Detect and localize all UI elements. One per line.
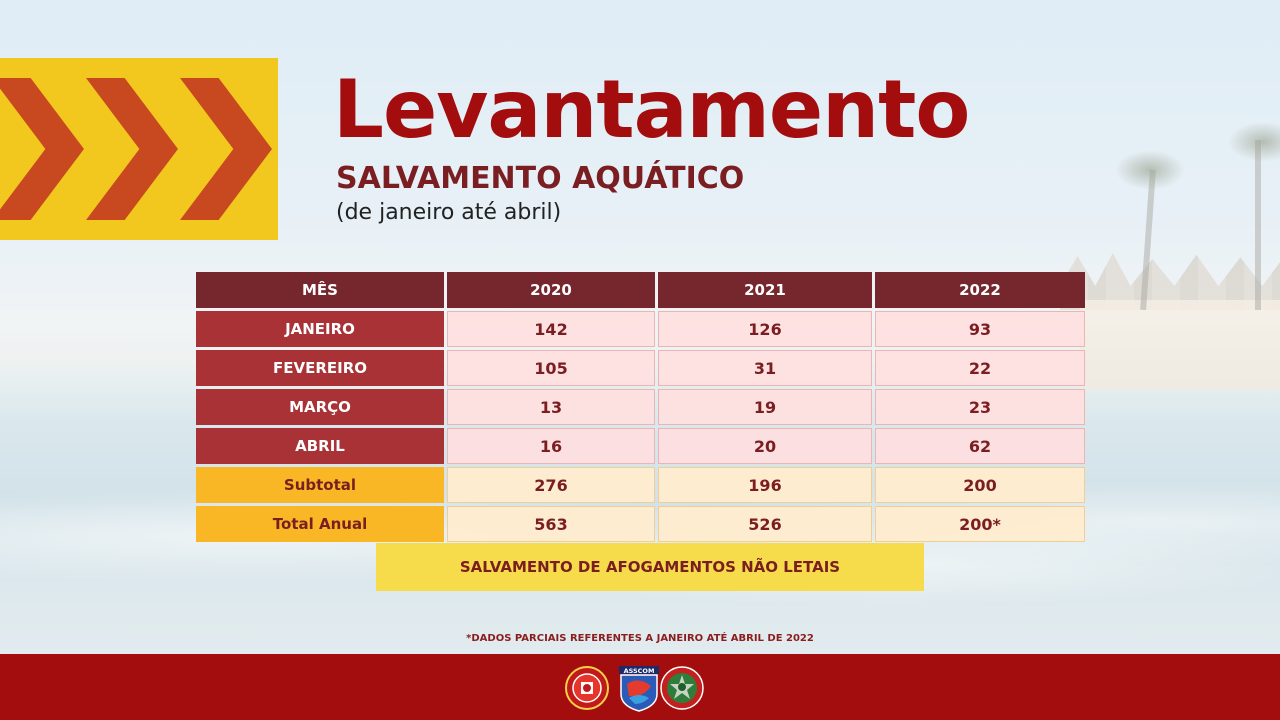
column-header-month: MÊS (196, 272, 444, 308)
total-cell: 563 (447, 506, 655, 542)
row-label-marco: MARÇO (196, 389, 444, 425)
row-label-subtotal: Subtotal (196, 467, 444, 503)
caption-text: SALVAMENTO DE AFOGAMENTOS NÃO LETAIS (459, 558, 841, 576)
caption-banner: SALVAMENTO DE AFOGAMENTOS NÃO LETAIS (376, 543, 924, 591)
bombeiros-star-badge-icon (660, 666, 704, 710)
background-sand (1080, 300, 1280, 390)
chevron-banner (0, 58, 278, 240)
table-cell: 23 (875, 389, 1085, 425)
column-header-2022: 2022 (875, 272, 1085, 308)
table-cell: 20 (658, 428, 872, 464)
table-cell: 13 (447, 389, 655, 425)
asscom-shield-icon: ASSCOM (619, 666, 659, 712)
table-cell: 142 (447, 311, 655, 347)
page-subtitle: SALVAMENTO AQUÁTICO (336, 161, 745, 196)
chevron-icon (180, 78, 272, 220)
subtotal-cell: 200 (875, 467, 1085, 503)
footnote: *DADOS PARCIAIS REFERENTES A JANEIRO ATÉ… (466, 633, 814, 644)
row-label-abril: ABRIL (196, 428, 444, 464)
table-cell: 16 (447, 428, 655, 464)
total-cell: 200* (875, 506, 1085, 542)
period-label: (de janeiro até abril) (336, 200, 562, 225)
row-label-fevereiro: FEVEREIRO (196, 350, 444, 386)
total-cell: 526 (658, 506, 872, 542)
table-cell: 105 (447, 350, 655, 386)
page-title: Levantamento (333, 63, 970, 156)
chevron-icon (86, 78, 178, 220)
column-header-2020: 2020 (447, 272, 655, 308)
table-cell: 19 (658, 389, 872, 425)
chevron-icon (0, 78, 84, 220)
asscom-logo-text: ASSCOM (624, 667, 655, 675)
background-palm (1255, 140, 1261, 310)
table-cell: 93 (875, 311, 1085, 347)
bombeiros-emblem-icon (565, 666, 609, 710)
column-header-2021: 2021 (658, 272, 872, 308)
background-palm-leaves (1228, 122, 1280, 162)
data-table: MÊS 2020 2021 2022 JANEIRO 142 126 93 FE… (196, 272, 1085, 542)
table-cell: 126 (658, 311, 872, 347)
row-label-total-anual: Total Anual (196, 506, 444, 542)
table-cell: 31 (658, 350, 872, 386)
table-cell: 22 (875, 350, 1085, 386)
subtotal-cell: 196 (658, 467, 872, 503)
subtotal-cell: 276 (447, 467, 655, 503)
table-cell: 62 (875, 428, 1085, 464)
footer-bar: ASSCOM (0, 654, 1280, 720)
row-label-janeiro: JANEIRO (196, 311, 444, 347)
background-palm-leaves (1115, 150, 1185, 190)
